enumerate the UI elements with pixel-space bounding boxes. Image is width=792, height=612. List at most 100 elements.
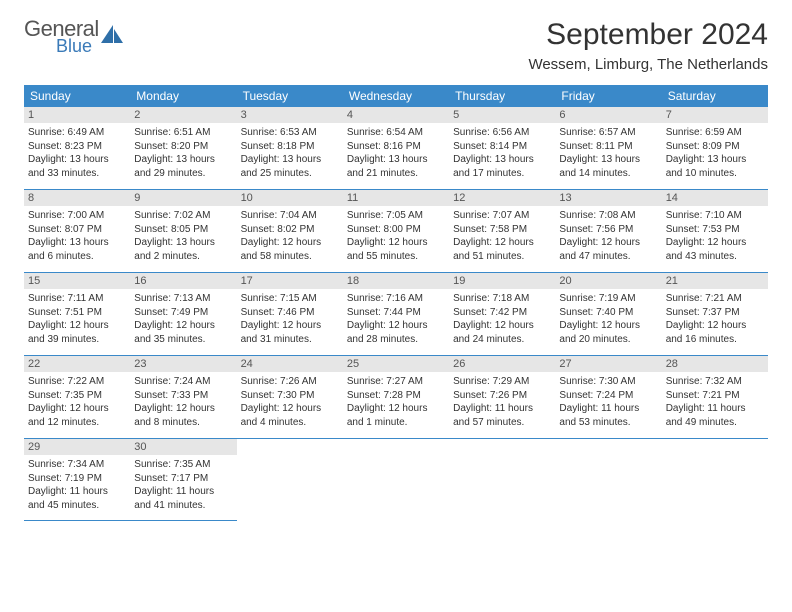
calendar-cell (449, 439, 555, 521)
day-info: Sunrise: 7:32 AMSunset: 7:21 PMDaylight:… (666, 375, 764, 429)
logo-blue: Blue (56, 37, 99, 55)
calendar-row: 29 Sunrise: 7:34 AMSunset: 7:19 PMDayligh… (24, 439, 768, 521)
day-number: 1 (24, 107, 130, 123)
day-info: Sunrise: 6:49 AMSunset: 8:23 PMDaylight:… (28, 126, 126, 180)
calendar-cell: 4 Sunrise: 6:54 AMSunset: 8:16 PMDaylight… (343, 107, 449, 189)
day-number: 12 (449, 190, 555, 206)
day-info: Sunrise: 7:19 AMSunset: 7:40 PMDaylight:… (559, 292, 657, 346)
day-number: 14 (662, 190, 768, 206)
logo-text: General Blue (24, 18, 99, 55)
day-info: Sunrise: 7:10 AMSunset: 7:53 PMDaylight:… (666, 209, 764, 263)
day-info: Sunrise: 7:21 AMSunset: 7:37 PMDaylight:… (666, 292, 764, 346)
day-number: 20 (555, 273, 661, 289)
day-info: Sunrise: 7:00 AMSunset: 8:07 PMDaylight:… (28, 209, 126, 263)
calendar-row: 1 Sunrise: 6:49 AMSunset: 8:23 PMDaylight… (24, 107, 768, 190)
month-title: September 2024 (528, 18, 768, 52)
day-number: 11 (343, 190, 449, 206)
calendar-body: 1 Sunrise: 6:49 AMSunset: 8:23 PMDaylight… (24, 107, 768, 521)
day-number: 17 (237, 273, 343, 289)
day-info: Sunrise: 7:18 AMSunset: 7:42 PMDaylight:… (453, 292, 551, 346)
day-info: Sunrise: 7:30 AMSunset: 7:24 PMDaylight:… (559, 375, 657, 429)
day-number: 8 (24, 190, 130, 206)
day-info: Sunrise: 7:08 AMSunset: 7:56 PMDaylight:… (559, 209, 657, 263)
day-info: Sunrise: 6:56 AMSunset: 8:14 PMDaylight:… (453, 126, 551, 180)
day-number: 27 (555, 356, 661, 372)
day-info: Sunrise: 6:54 AMSunset: 8:16 PMDaylight:… (347, 126, 445, 180)
day-number: 9 (130, 190, 236, 206)
calendar-cell: 22 Sunrise: 7:22 AMSunset: 7:35 PMDayligh… (24, 356, 130, 438)
day-info: Sunrise: 7:04 AMSunset: 8:02 PMDaylight:… (241, 209, 339, 263)
day-info: Sunrise: 6:51 AMSunset: 8:20 PMDaylight:… (134, 126, 232, 180)
calendar-cell: 1 Sunrise: 6:49 AMSunset: 8:23 PMDaylight… (24, 107, 130, 189)
day-info: Sunrise: 7:35 AMSunset: 7:17 PMDaylight:… (134, 458, 232, 512)
day-info: Sunrise: 7:27 AMSunset: 7:28 PMDaylight:… (347, 375, 445, 429)
calendar-row: 22 Sunrise: 7:22 AMSunset: 7:35 PMDayligh… (24, 356, 768, 439)
day-info: Sunrise: 6:53 AMSunset: 8:18 PMDaylight:… (241, 126, 339, 180)
day-info: Sunrise: 7:22 AMSunset: 7:35 PMDaylight:… (28, 375, 126, 429)
day-number: 6 (555, 107, 661, 123)
day-number: 3 (237, 107, 343, 123)
calendar-cell: 15 Sunrise: 7:11 AMSunset: 7:51 PMDayligh… (24, 273, 130, 355)
day-number: 26 (449, 356, 555, 372)
calendar-cell (662, 439, 768, 521)
day-info: Sunrise: 7:05 AMSunset: 8:00 PMDaylight:… (347, 209, 445, 263)
weekday-label: Wednesday (343, 85, 449, 107)
calendar-cell: 19 Sunrise: 7:18 AMSunset: 7:42 PMDayligh… (449, 273, 555, 355)
day-number: 18 (343, 273, 449, 289)
day-info: Sunrise: 7:02 AMSunset: 8:05 PMDaylight:… (134, 209, 232, 263)
calendar-cell: 5 Sunrise: 6:56 AMSunset: 8:14 PMDaylight… (449, 107, 555, 189)
day-info: Sunrise: 7:24 AMSunset: 7:33 PMDaylight:… (134, 375, 232, 429)
calendar-cell: 18Sunrise: 7:16 AMSunset: 7:44 PMDayligh… (343, 273, 449, 355)
calendar-cell: 9 Sunrise: 7:02 AMSunset: 8:05 PMDaylight… (130, 190, 236, 272)
calendar-cell: 3 Sunrise: 6:53 AMSunset: 8:18 PMDaylight… (237, 107, 343, 189)
day-info: Sunrise: 7:26 AMSunset: 7:30 PMDaylight:… (241, 375, 339, 429)
weekday-header: SundayMondayTuesdayWednesdayThursdayFrid… (24, 85, 768, 107)
calendar-cell: 28Sunrise: 7:32 AMSunset: 7:21 PMDayligh… (662, 356, 768, 438)
logo: General Blue (24, 18, 127, 55)
weekday-label: Tuesday (237, 85, 343, 107)
day-number: 16 (130, 273, 236, 289)
calendar-cell: 24 Sunrise: 7:26 AMSunset: 7:30 PMDayligh… (237, 356, 343, 438)
calendar-cell: 17 Sunrise: 7:15 AMSunset: 7:46 PMDayligh… (237, 273, 343, 355)
day-info: Sunrise: 6:59 AMSunset: 8:09 PMDaylight:… (666, 126, 764, 180)
location: Wessem, Limburg, The Netherlands (528, 56, 768, 73)
calendar-cell: 16Sunrise: 7:13 AMSunset: 7:49 PMDayligh… (130, 273, 236, 355)
calendar-cell: 21 Sunrise: 7:21 AMSunset: 7:37 PMDayligh… (662, 273, 768, 355)
day-info: Sunrise: 7:29 AMSunset: 7:26 PMDaylight:… (453, 375, 551, 429)
day-number: 7 (662, 107, 768, 123)
calendar-cell: 10 Sunrise: 7:04 AMSunset: 8:02 PMDayligh… (237, 190, 343, 272)
weekday-label: Monday (130, 85, 236, 107)
calendar-cell: 7 Sunrise: 6:59 AMSunset: 8:09 PMDaylight… (662, 107, 768, 189)
calendar-cell: 23 Sunrise: 7:24 AMSunset: 7:33 PMDayligh… (130, 356, 236, 438)
day-number: 5 (449, 107, 555, 123)
day-number: 2 (130, 107, 236, 123)
day-number: 23 (130, 356, 236, 372)
weekday-label: Saturday (662, 85, 768, 107)
calendar-cell: 20 Sunrise: 7:19 AMSunset: 7:40 PMDayligh… (555, 273, 661, 355)
day-info: Sunrise: 7:07 AMSunset: 7:58 PMDaylight:… (453, 209, 551, 263)
calendar-cell: 27 Sunrise: 7:30 AMSunset: 7:24 PMDayligh… (555, 356, 661, 438)
day-number: 10 (237, 190, 343, 206)
calendar-cell (343, 439, 449, 521)
title-block: September 2024 Wessem, Limburg, The Neth… (528, 18, 768, 73)
day-number: 24 (237, 356, 343, 372)
calendar-cell: 26 Sunrise: 7:29 AMSunset: 7:26 PMDayligh… (449, 356, 555, 438)
day-number: 25 (343, 356, 449, 372)
day-info: Sunrise: 7:34 AMSunset: 7:19 PMDaylight:… (28, 458, 126, 512)
day-number: 21 (662, 273, 768, 289)
calendar-cell: 30 Sunrise: 7:35 AMSunset: 7:17 PMDayligh… (130, 439, 236, 521)
day-number: 29 (24, 439, 130, 455)
calendar-cell: 14 Sunrise: 7:10 AMSunset: 7:53 PMDayligh… (662, 190, 768, 272)
day-number: 22 (24, 356, 130, 372)
logo-sail-icon (99, 23, 127, 52)
day-info: Sunrise: 7:15 AMSunset: 7:46 PMDaylight:… (241, 292, 339, 346)
calendar-cell: 2 Sunrise: 6:51 AMSunset: 8:20 PMDaylight… (130, 107, 236, 189)
day-number: 30 (130, 439, 236, 455)
day-info: Sunrise: 7:11 AMSunset: 7:51 PMDaylight:… (28, 292, 126, 346)
day-number: 19 (449, 273, 555, 289)
day-number: 4 (343, 107, 449, 123)
weekday-label: Friday (555, 85, 661, 107)
calendar-cell: 6Sunrise: 6:57 AMSunset: 8:11 PMDaylight… (555, 107, 661, 189)
calendar-cell: 8 Sunrise: 7:00 AMSunset: 8:07 PMDaylight… (24, 190, 130, 272)
day-number: 15 (24, 273, 130, 289)
